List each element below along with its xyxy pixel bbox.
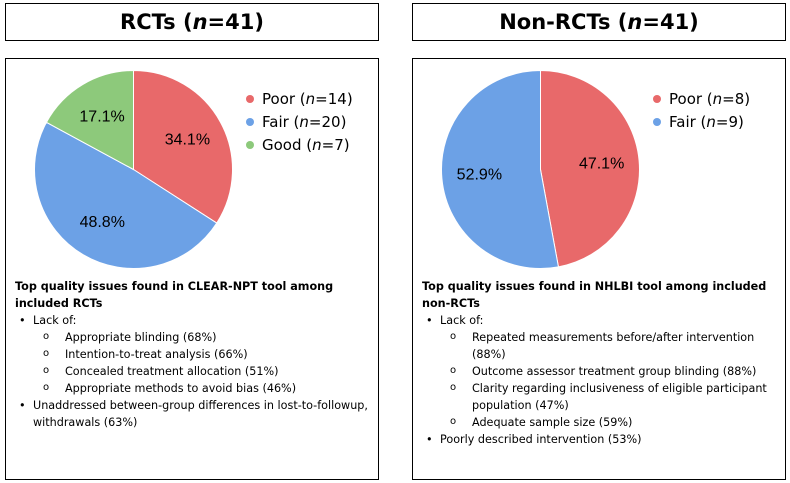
rct-issues: Top quality issues found in CLEAR-NPT to… bbox=[15, 278, 372, 431]
rct-legend-fair-n: n bbox=[299, 112, 309, 131]
rct-pie-chart: 34.1% 48.8% 17.1% bbox=[33, 69, 233, 270]
rct-sub-item: Intention-to-treat analysis (66%) bbox=[15, 345, 372, 363]
nonrct-legend-fair-label: Fair ( bbox=[669, 112, 707, 131]
nonrct-header: Non-RCTs (n =41) bbox=[412, 3, 786, 41]
rct-legend-good-count: =7) bbox=[321, 135, 350, 154]
rct-legend-poor-label: Poor ( bbox=[262, 89, 306, 108]
rct-legend-poor-count: =14) bbox=[315, 89, 353, 108]
nonrct-sub-item: Repeated measurements before/after inter… bbox=[422, 328, 779, 363]
nonrct-sub-item: Clarity regarding inclusiveness of eligi… bbox=[422, 379, 779, 414]
nonrct-issues: Top quality issues found in NHLBI tool a… bbox=[422, 278, 779, 448]
pie1-slice-fair bbox=[441, 69, 560, 269]
nonrct-pie-chart: 47.1% 52.9% bbox=[441, 69, 640, 269]
rct-legend: Poor (n =14) Fair (n =20) Good (n =7) bbox=[246, 87, 353, 156]
nonrct-title-n: n bbox=[627, 10, 643, 34]
nonrct-legend-poor: Poor (n =8) bbox=[653, 87, 750, 110]
rct-legend-fair-count: =20) bbox=[308, 112, 347, 131]
rct-title-prefix: RCTs ( bbox=[120, 10, 193, 34]
rct-legend-good-label: Good ( bbox=[262, 135, 313, 154]
nonrct-other-item: Poorly described intervention (53%) bbox=[422, 431, 779, 448]
rct-sub-item: Concealed treatment allocation (51%) bbox=[15, 362, 372, 380]
pie1-label-poor: 47.1% bbox=[579, 155, 624, 172]
rct-header: RCTs (n =41) bbox=[5, 3, 379, 41]
nonrct-issues-title: Top quality issues found in NHLBI tool a… bbox=[422, 280, 767, 310]
rct-title-suffix: =41) bbox=[207, 10, 264, 34]
pie0-label-fair: 48.8% bbox=[80, 214, 125, 231]
rct-issues-list: Lack of: Appropriate blinding (68%) Inte… bbox=[15, 312, 372, 431]
rct-legend-fair-label: Fair ( bbox=[262, 112, 300, 131]
pie0-label-good: 17.1% bbox=[79, 108, 124, 125]
rct-issues-title: Top quality issues found in CLEAR-NPT to… bbox=[15, 280, 334, 310]
nonrct-legend-poor-count: =8) bbox=[722, 89, 751, 108]
nonrct-legend-fair-swatch bbox=[653, 117, 661, 126]
nonrct-legend-fair-n: n bbox=[706, 112, 716, 131]
rct-sub-item: Appropriate methods to avoid bias (46%) bbox=[15, 379, 372, 397]
rct-other-item: Unaddressed between-group differences in… bbox=[15, 397, 372, 431]
pie1-slice-poor bbox=[540, 69, 640, 268]
nonrct-issues-list: Lack of: Repeated measurements before/af… bbox=[422, 312, 779, 448]
rct-legend-poor-n: n bbox=[305, 89, 316, 108]
rct-legend-fair: Fair (n =20) bbox=[246, 110, 353, 133]
rct-lack-of: Lack of: bbox=[15, 312, 372, 329]
nonrct-panel: 47.1% 52.9% Poor (n =8) Fair (n =9) Top qua… bbox=[412, 58, 786, 480]
nonrct-sub-item: Adequate sample size (59%) bbox=[422, 413, 779, 431]
nonrct-legend-fair: Fair (n =9) bbox=[653, 110, 750, 133]
nonrct-sub-item: Outcome assessor treatment group blindin… bbox=[422, 362, 779, 380]
nonrct-legend: Poor (n =8) Fair (n =9) bbox=[653, 87, 750, 133]
nonrct-legend-poor-label: Poor ( bbox=[669, 89, 713, 108]
nonrct-title-suffix: =41) bbox=[642, 10, 699, 34]
nonrct-legend-poor-n: n bbox=[712, 89, 723, 108]
nonrct-title-prefix: Non-RCTs ( bbox=[499, 10, 628, 34]
rct-sub-item: Appropriate blinding (68%) bbox=[15, 328, 372, 346]
rct-legend-good: Good (n =7) bbox=[246, 133, 353, 156]
rct-legend-poor: Poor (n =14) bbox=[246, 87, 353, 110]
rct-legend-fair-swatch bbox=[246, 117, 254, 126]
pie0-slice-fair bbox=[33, 121, 218, 270]
pie0-slice-good bbox=[45, 69, 134, 171]
rct-panel: 34.1% 48.8% 17.1% Poor (n =14) Fair (n =20) … bbox=[5, 58, 379, 480]
pie1-label-fair: 52.9% bbox=[457, 167, 502, 184]
nonrct-legend-fair-count: =9) bbox=[715, 112, 744, 131]
rct-legend-poor-swatch bbox=[246, 94, 254, 103]
rct-legend-good-swatch bbox=[246, 140, 254, 149]
pie0-label-poor: 34.1% bbox=[165, 132, 210, 149]
rct-legend-good-n: n bbox=[312, 135, 322, 154]
nonrct-lack-of: Lack of: bbox=[422, 312, 779, 329]
nonrct-legend-poor-swatch bbox=[653, 94, 661, 103]
rct-title-n: n bbox=[192, 10, 208, 34]
